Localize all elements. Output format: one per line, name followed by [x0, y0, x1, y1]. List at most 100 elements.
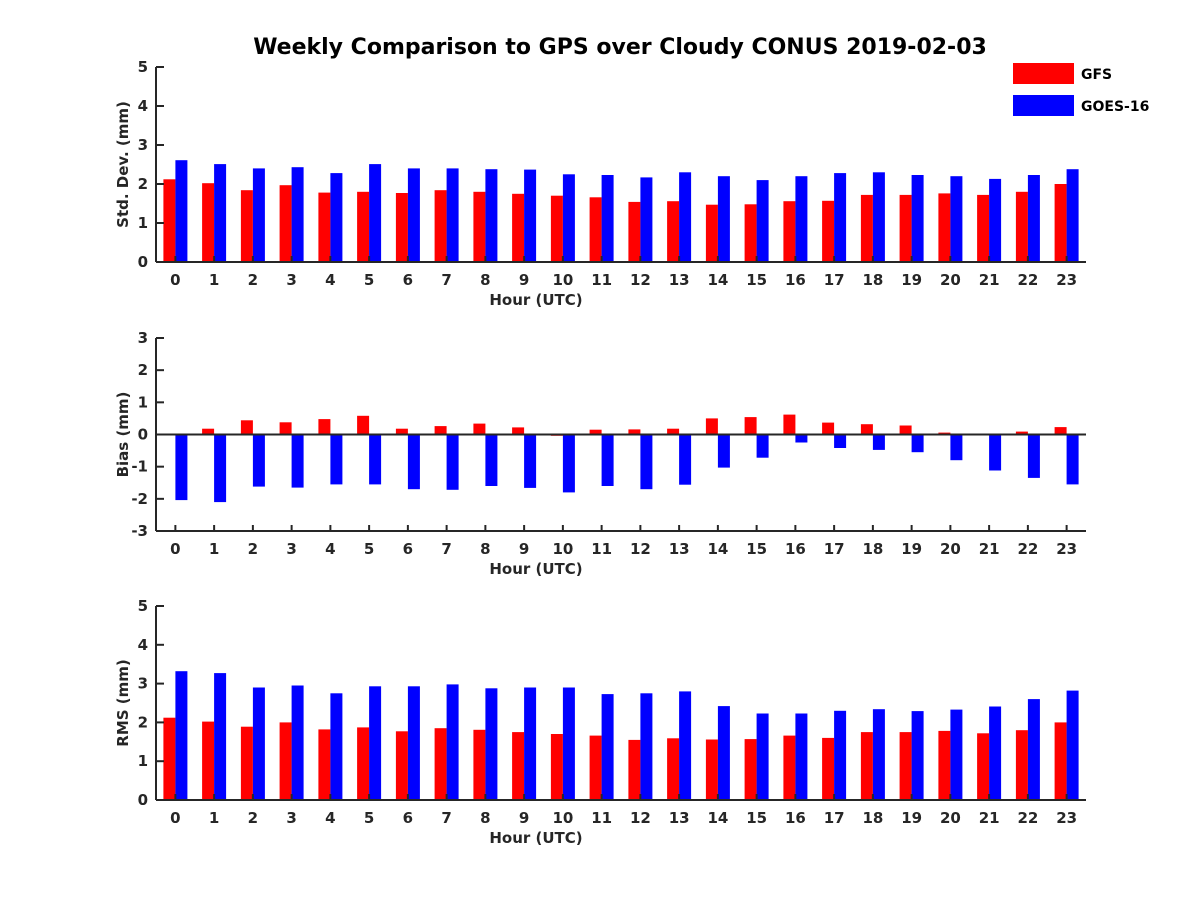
bar-gfs-hour-9 — [512, 427, 525, 435]
bar-goes-16-hour-19 — [911, 711, 924, 800]
bar-gfs-hour-21 — [977, 194, 990, 262]
x-tick-label: 4 — [325, 540, 335, 558]
y-tick-label: 3 — [138, 136, 148, 154]
bar-gfs-hour-11 — [589, 197, 602, 262]
x-tick-label: 9 — [519, 271, 529, 289]
x-tick-label: 11 — [591, 271, 612, 289]
bar-goes-16-hour-23 — [1066, 169, 1079, 262]
bar-gfs-hour-17 — [822, 737, 835, 800]
x-tick-label: 21 — [979, 809, 1000, 827]
bar-goes-16-hour-17 — [834, 710, 847, 800]
bar-goes-16-hour-4 — [330, 693, 343, 800]
y-tick-label: -2 — [131, 490, 148, 508]
x-tick-label: 12 — [630, 540, 651, 558]
x-tick-label: 16 — [785, 809, 806, 827]
bar-goes-16-hour-2 — [252, 434, 265, 487]
x-tick-label: 1 — [209, 271, 219, 289]
x-tick-label: 1 — [209, 809, 219, 827]
x-tick-label: 17 — [824, 271, 845, 289]
bar-goes-16-hour-2 — [252, 168, 265, 262]
bar-gfs-hour-2 — [240, 726, 253, 800]
bar-goes-16-hour-18 — [872, 172, 885, 262]
x-tick-label: 13 — [669, 809, 690, 827]
bar-gfs-hour-6 — [395, 731, 408, 800]
x-tick-label: 19 — [901, 540, 922, 558]
x-tick-label: 15 — [746, 809, 767, 827]
bar-goes-16-hour-13 — [679, 691, 692, 800]
legend: GFS GOES-16 — [1013, 63, 1149, 116]
bar-goes-16-hour-22 — [1027, 434, 1040, 478]
x-tick-label: 22 — [1017, 271, 1038, 289]
x-tick-label: 6 — [403, 809, 413, 827]
bar-goes-16-hour-7 — [446, 168, 459, 262]
x-tick-label: 12 — [630, 809, 651, 827]
bar-gfs-hour-21 — [977, 733, 990, 800]
legend-label-goes-16: GOES-16 — [1081, 99, 1149, 115]
bar-goes-16-hour-21 — [989, 434, 1002, 471]
x-tick-label: 18 — [862, 540, 883, 558]
bar-gfs-hour-22 — [1015, 431, 1028, 435]
bar-gfs-hour-7 — [434, 728, 447, 800]
bar-gfs-hour-13 — [667, 428, 680, 435]
bar-gfs-hour-20 — [938, 730, 951, 800]
x-tick-label: 23 — [1056, 271, 1077, 289]
bar-goes-16-hour-5 — [369, 164, 382, 262]
x-tick-label: 3 — [286, 809, 296, 827]
bar-gfs-hour-3 — [279, 722, 292, 800]
bar-gfs-hour-18 — [860, 732, 873, 800]
bar-gfs-hour-6 — [395, 428, 408, 435]
bar-goes-16-hour-20 — [950, 176, 963, 262]
x-tick-label: 7 — [441, 809, 451, 827]
chart-panels: 0 1 2 3 4 5 6 7 8 9 10 11 12 13 14 15 16 17 18 19 20 21 22 2301… — [114, 58, 1086, 847]
bar-goes-16-hour-9 — [524, 687, 537, 800]
bar-goes-16-hour-14 — [717, 176, 730, 262]
y-tick-label: 3 — [138, 675, 148, 693]
legend-swatch-gfs — [1013, 63, 1074, 84]
bar-goes-16-hour-10 — [562, 434, 575, 493]
bar-gfs-hour-19 — [899, 732, 912, 800]
x-tick-label: 2 — [248, 809, 258, 827]
bar-goes-16-hour-21 — [989, 706, 1002, 800]
x-tick-label: 10 — [552, 540, 573, 558]
x-tick-label: 10 — [552, 271, 573, 289]
bar-goes-16-hour-20 — [950, 434, 963, 461]
x-tick-label: 2 — [248, 540, 258, 558]
x-tick-label: 0 — [170, 540, 180, 558]
bar-goes-16-hour-10 — [562, 687, 575, 800]
legend-label-gfs: GFS — [1081, 67, 1112, 83]
bar-goes-16-hour-10 — [562, 174, 575, 263]
x-tick-label: 12 — [630, 271, 651, 289]
y-tick-label: -1 — [131, 458, 148, 476]
bar-goes-16-hour-7 — [446, 434, 459, 490]
y-tick-label: 2 — [138, 361, 148, 379]
bar-goes-16-hour-19 — [911, 434, 924, 453]
bar-gfs-hour-14 — [705, 204, 718, 262]
bar-gfs-hour-3 — [279, 422, 292, 435]
bar-gfs-hour-3 — [279, 185, 292, 262]
bar-gfs-hour-0 — [163, 179, 176, 262]
y-tick-label: 0 — [138, 791, 148, 809]
bar-goes-16-hour-23 — [1066, 434, 1079, 485]
x-tick-label: 6 — [403, 271, 413, 289]
x-tick-label: 20 — [940, 809, 961, 827]
bar-goes-16-hour-3 — [291, 167, 304, 262]
x-tick-label: 15 — [746, 540, 767, 558]
bar-gfs-hour-17 — [822, 200, 835, 262]
y-axis-label: Bias (mm) — [114, 392, 132, 478]
bar-gfs-hour-18 — [860, 194, 873, 262]
x-tick-label: 22 — [1017, 809, 1038, 827]
bar-goes-16-hour-8 — [485, 688, 498, 800]
x-tick-label: 1 — [209, 540, 219, 558]
bar-gfs-hour-16 — [783, 201, 796, 262]
bar-goes-16-hour-0 — [175, 671, 188, 800]
x-tick-label: 3 — [286, 271, 296, 289]
bar-goes-16-hour-22 — [1027, 175, 1040, 262]
x-tick-label: 7 — [441, 540, 451, 558]
bar-gfs-hour-15 — [744, 417, 757, 435]
x-tick-label: 14 — [707, 540, 728, 558]
x-tick-label: 18 — [862, 271, 883, 289]
bar-goes-16-hour-18 — [872, 709, 885, 800]
bar-gfs-hour-5 — [357, 415, 370, 435]
bar-goes-16-hour-14 — [717, 434, 730, 468]
y-tick-label: 2 — [138, 175, 148, 193]
